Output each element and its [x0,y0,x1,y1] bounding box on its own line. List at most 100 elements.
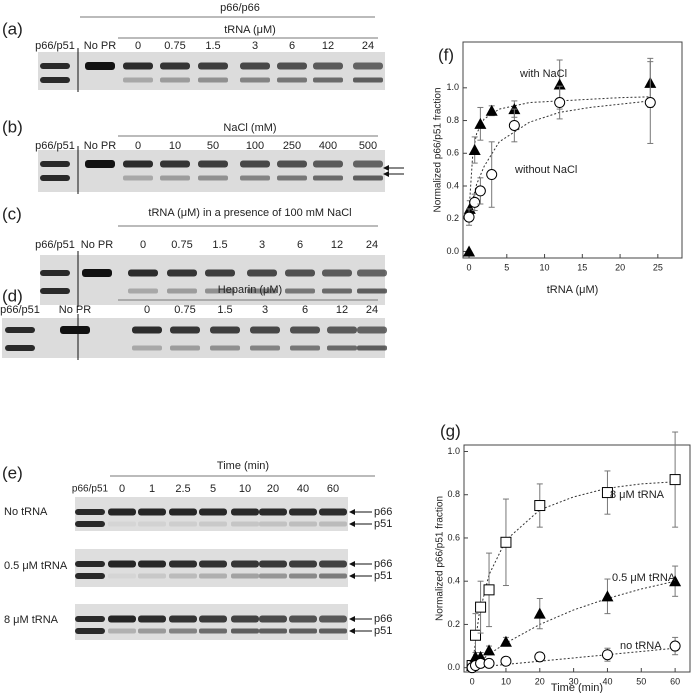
plot-frame [462,41,683,259]
lane-label: 0 [140,239,146,251]
gel-band [319,615,347,623]
gel-band [40,63,70,69]
y-tick-label: 0.0 [446,246,459,256]
gel-band [322,269,352,277]
gel-band [198,77,228,83]
lane-label: 1.5 [212,239,227,251]
lane-label: No PR [84,40,116,52]
series-annotation: 0.5 μM tRNA [612,572,676,584]
band-label: p66 [374,506,392,518]
gel-image [2,318,385,358]
gel-band [285,288,315,294]
band-label: p51 [374,518,392,530]
lane-label: 0.75 [174,304,195,316]
panel-label: (c) [2,204,22,223]
gel-band [108,521,136,527]
lane-label: 24 [366,239,378,251]
gel-band [289,560,317,568]
gel-band [75,521,105,527]
data-point [533,607,546,619]
data-point [463,245,476,257]
gel-band [169,560,197,568]
gel-band [357,345,387,351]
gel-band [123,62,153,70]
x-tick-label: 20 [535,676,545,686]
gel-band [199,628,227,634]
gel-band [247,288,277,294]
gel-band [199,508,227,516]
x-tick-label: 50 [636,676,646,686]
gel-band [132,326,162,334]
gel-band [75,616,105,622]
lane-label: 0 [119,483,125,495]
gel-band [75,573,105,579]
lane-label: No PR [81,239,113,251]
data-point [483,584,495,596]
gel-band [277,77,307,83]
gel-band [313,175,343,181]
lane-label: p66/p51 [72,484,109,495]
x-tick-label: 10 [501,676,511,686]
y-axis-label: Normalized p66/p51 fraction [433,87,444,212]
gel-band [313,160,343,168]
data-point [483,644,496,656]
lane-label: p66/p51 [35,140,75,152]
panel-label: (d) [2,286,23,305]
gel-band [327,345,357,351]
data-point [499,635,512,647]
gel-band [210,326,240,334]
data-point [469,196,481,208]
gel-band [290,345,320,351]
gel-band [60,326,90,334]
fit-curve [471,580,676,669]
lane-label: 0 [144,304,150,316]
gel-band [40,77,70,83]
gel-band [5,345,35,351]
gel-band [205,269,235,277]
gel-band [170,345,200,351]
gel-band [240,62,270,70]
gel-band [138,560,166,568]
lane-label: 6 [297,239,303,251]
gel-band [85,160,115,168]
y-tick-label: 0.0 [447,662,460,672]
lane-label: 2.5 [175,483,190,495]
gel-band [357,288,387,294]
gel-band [108,560,136,568]
panel-label: (a) [2,19,23,38]
gel-band [289,508,317,516]
lane-label: 6 [289,40,295,52]
y-tick-label: 0.4 [446,180,459,190]
series-annotation: with NaCl [519,68,567,80]
lane-label: 3 [252,40,258,52]
data-point [534,651,546,663]
gel-band [319,628,347,634]
y-tick-label: 0.8 [446,115,459,125]
lane-label: 10 [239,483,251,495]
x-tick-label: 30 [569,676,579,686]
gel-band [247,269,277,277]
lane-label: 1 [149,483,155,495]
data-point [669,640,681,652]
lane-label: 3 [262,304,268,316]
gel-band [128,269,158,277]
panel-title: NaCl (mM) [223,122,276,134]
data-point [553,78,566,90]
gel-band [75,628,105,634]
gel-band [319,560,347,568]
y-axis-label: Normalized p66/p51 fraction [435,496,446,621]
lane-label: 10 [169,140,181,152]
panel-title: tRNA (μM) [224,24,276,36]
band-label: p66 [374,613,392,625]
gel-band [40,270,70,276]
lane-label: 6 [302,304,308,316]
x-tick-label: 60 [670,676,680,686]
gel-band [240,175,270,181]
gel-band [123,77,153,83]
x-tick-label: 25 [653,262,663,272]
gel-band [285,269,315,277]
gel-band [128,288,158,294]
y-tick-label: 0.2 [447,619,460,629]
data-point [500,536,512,548]
gel-band [170,326,200,334]
